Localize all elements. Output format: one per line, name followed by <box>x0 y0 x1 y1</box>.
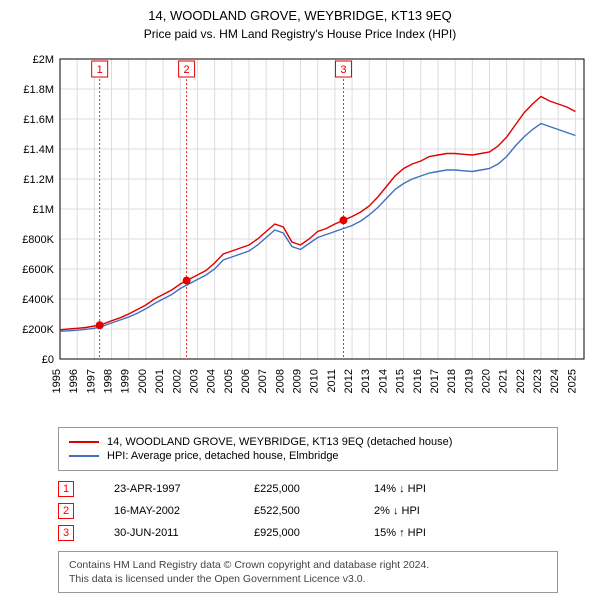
svg-text:£1.6M: £1.6M <box>23 114 54 126</box>
svg-text:2017: 2017 <box>429 369 441 393</box>
transaction-row: 1 23-APR-1997 £225,000 14% ↓ HPI <box>58 481 558 497</box>
svg-text:1: 1 <box>97 64 103 76</box>
svg-text:2009: 2009 <box>292 369 304 393</box>
svg-text:2015: 2015 <box>395 369 407 393</box>
svg-text:2025: 2025 <box>566 369 578 393</box>
svg-text:2014: 2014 <box>377 369 389 393</box>
chart-svg: £0 £200K £400K £600K £800K £1M £1.2M £1.4M £1.6M… <box>8 49 592 419</box>
svg-text:£1.2M: £1.2M <box>23 174 54 186</box>
svg-text:£1.4M: £1.4M <box>23 144 54 156</box>
attribution-footer: Contains HM Land Registry data © Crown c… <box>58 551 558 593</box>
svg-text:2024: 2024 <box>549 369 561 393</box>
transaction-price: £925,000 <box>254 527 334 539</box>
svg-text:£200K: £200K <box>22 324 54 336</box>
transaction-row: 2 16-MAY-2002 £522,500 2% ↓ HPI <box>58 503 558 519</box>
footer-line: This data is licensed under the Open Gov… <box>69 572 547 586</box>
svg-text:2022: 2022 <box>515 369 527 393</box>
svg-text:2010: 2010 <box>309 369 321 393</box>
legend-row: HPI: Average price, detached house, Elmb… <box>69 450 547 462</box>
svg-text:2000: 2000 <box>137 369 149 393</box>
svg-text:2012: 2012 <box>343 369 355 393</box>
svg-text:2008: 2008 <box>274 369 286 393</box>
svg-text:£2M: £2M <box>33 54 54 66</box>
marker-dot <box>339 216 347 224</box>
svg-text:2011: 2011 <box>326 369 338 393</box>
svg-text:2: 2 <box>184 64 190 76</box>
chart-title-block: 14, WOODLAND GROVE, WEYBRIDGE, KT13 9EQ … <box>8 8 592 41</box>
transaction-price: £522,500 <box>254 505 334 517</box>
legend: 14, WOODLAND GROVE, WEYBRIDGE, KT13 9EQ … <box>58 427 558 471</box>
svg-text:1998: 1998 <box>103 369 115 393</box>
transaction-row: 3 30-JUN-2011 £925,000 15% ↑ HPI <box>58 525 558 541</box>
svg-text:2013: 2013 <box>360 369 372 393</box>
legend-swatch <box>69 455 99 457</box>
svg-text:2005: 2005 <box>223 369 235 393</box>
svg-text:£400K: £400K <box>22 294 54 306</box>
svg-text:2003: 2003 <box>188 369 200 393</box>
marker-dot <box>96 321 104 329</box>
svg-text:2023: 2023 <box>532 369 544 393</box>
svg-text:2020: 2020 <box>481 369 493 393</box>
svg-text:£1M: £1M <box>33 204 54 216</box>
transaction-marker-icon: 2 <box>58 503 74 519</box>
svg-text:2007: 2007 <box>257 369 269 393</box>
svg-text:£600K: £600K <box>22 264 54 276</box>
svg-text:£800K: £800K <box>22 234 54 246</box>
transaction-date: 30-JUN-2011 <box>114 527 214 539</box>
transaction-date: 23-APR-1997 <box>114 483 214 495</box>
legend-label: HPI: Average price, detached house, Elmb… <box>107 450 339 462</box>
chart-title-subtitle: Price paid vs. HM Land Registry's House … <box>8 27 592 41</box>
svg-text:1995: 1995 <box>51 369 63 393</box>
legend-row: 14, WOODLAND GROVE, WEYBRIDGE, KT13 9EQ … <box>69 436 547 448</box>
svg-text:2016: 2016 <box>412 369 424 393</box>
legend-swatch <box>69 441 99 443</box>
svg-text:1996: 1996 <box>68 369 80 393</box>
svg-text:2018: 2018 <box>446 369 458 393</box>
svg-text:2004: 2004 <box>206 369 218 393</box>
transaction-price: £225,000 <box>254 483 334 495</box>
transactions-table: 1 23-APR-1997 £225,000 14% ↓ HPI 2 16-MAY-200… <box>58 481 558 541</box>
svg-text:2002: 2002 <box>171 369 183 393</box>
svg-text:2001: 2001 <box>154 369 166 393</box>
transaction-marker-icon: 3 <box>58 525 74 541</box>
chart-title-address: 14, WOODLAND GROVE, WEYBRIDGE, KT13 9EQ <box>8 8 592 23</box>
svg-text:2019: 2019 <box>463 369 475 393</box>
transaction-hpi-diff: 14% ↓ HPI <box>374 483 464 495</box>
transaction-marker-icon: 1 <box>58 481 74 497</box>
transaction-hpi-diff: 2% ↓ HPI <box>374 505 464 517</box>
svg-text:2006: 2006 <box>240 369 252 393</box>
transaction-hpi-diff: 15% ↑ HPI <box>374 527 464 539</box>
svg-text:1999: 1999 <box>120 369 132 393</box>
legend-label: 14, WOODLAND GROVE, WEYBRIDGE, KT13 9EQ … <box>107 436 452 448</box>
svg-text:£1.8M: £1.8M <box>23 84 54 96</box>
svg-text:1997: 1997 <box>85 369 97 393</box>
svg-text:£0: £0 <box>42 354 54 366</box>
chart-area: £0 £200K £400K £600K £800K £1M £1.2M £1.4M £1.6M… <box>8 49 592 419</box>
svg-text:3: 3 <box>340 64 346 76</box>
transaction-date: 16-MAY-2002 <box>114 505 214 517</box>
footer-line: Contains HM Land Registry data © Crown c… <box>69 558 547 572</box>
marker-dot <box>183 277 191 285</box>
svg-text:2021: 2021 <box>498 369 510 393</box>
